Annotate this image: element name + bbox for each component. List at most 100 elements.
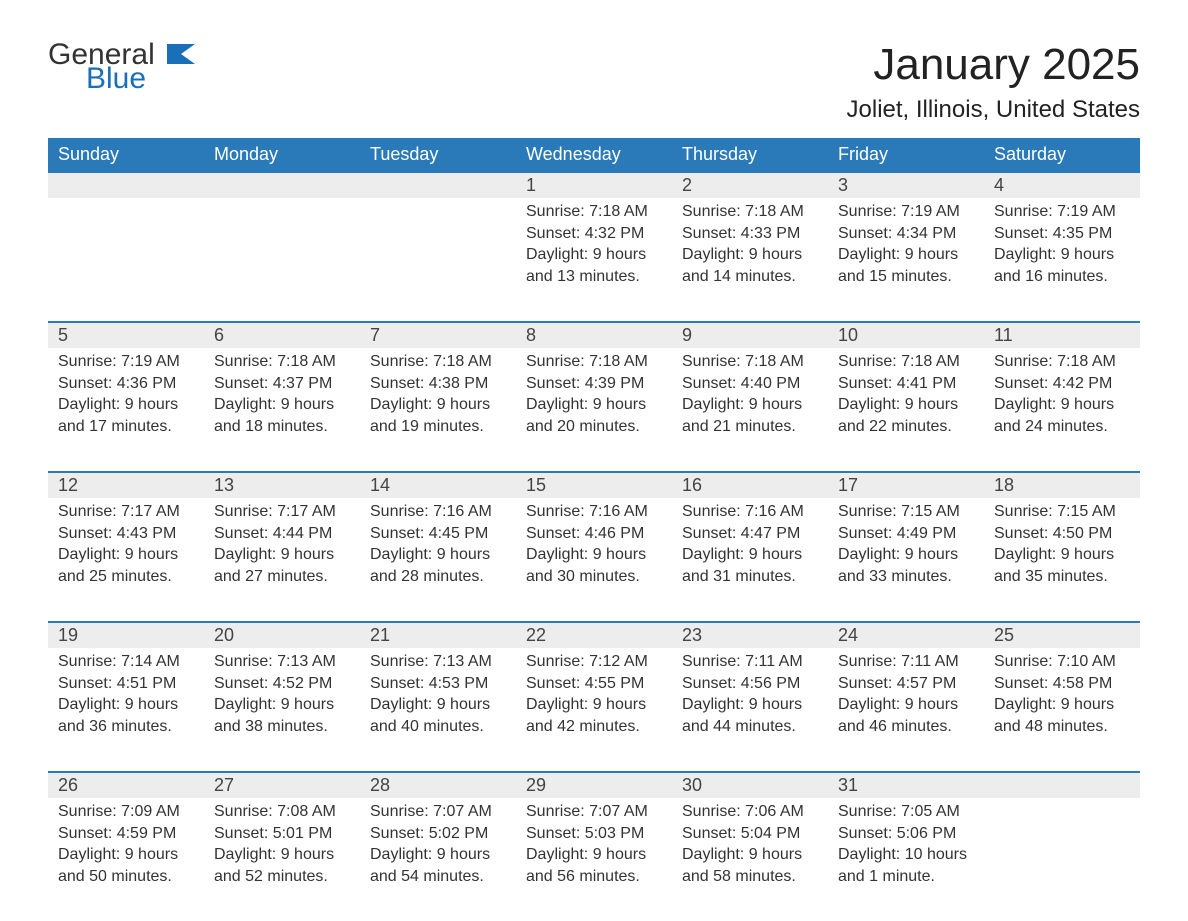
calendar-day-cell: 30Sunrise: 7:06 AMSunset: 5:04 PMDayligh… bbox=[672, 771, 828, 921]
day-number: 30 bbox=[672, 771, 828, 798]
calendar-day-cell: 3Sunrise: 7:19 AMSunset: 4:34 PMDaylight… bbox=[828, 171, 984, 321]
day-number: 22 bbox=[516, 621, 672, 648]
calendar-day-cell: 22Sunrise: 7:12 AMSunset: 4:55 PMDayligh… bbox=[516, 621, 672, 771]
sunrise-line: Sunrise: 7:14 AM bbox=[58, 651, 194, 673]
calendar-day-cell bbox=[360, 171, 516, 321]
sunrise-line: Sunrise: 7:16 AM bbox=[370, 501, 506, 523]
day-number: 9 bbox=[672, 321, 828, 348]
daylight-line: Daylight: 9 hours and 24 minutes. bbox=[994, 394, 1130, 437]
day-content: Sunrise: 7:16 AMSunset: 4:45 PMDaylight:… bbox=[360, 498, 516, 595]
weekday-header: Friday bbox=[828, 138, 984, 171]
day-number: 21 bbox=[360, 621, 516, 648]
daylight-line: Daylight: 9 hours and 19 minutes. bbox=[370, 394, 506, 437]
day-number: 25 bbox=[984, 621, 1140, 648]
day-content: Sunrise: 7:18 AMSunset: 4:33 PMDaylight:… bbox=[672, 198, 828, 295]
weekday-header: Wednesday bbox=[516, 138, 672, 171]
daylight-line: Daylight: 9 hours and 58 minutes. bbox=[682, 844, 818, 887]
sunset-line: Sunset: 4:42 PM bbox=[994, 373, 1130, 395]
calendar-day-cell: 11Sunrise: 7:18 AMSunset: 4:42 PMDayligh… bbox=[984, 321, 1140, 471]
sunrise-line: Sunrise: 7:16 AM bbox=[682, 501, 818, 523]
day-number: 12 bbox=[48, 471, 204, 498]
calendar-day-cell: 14Sunrise: 7:16 AMSunset: 4:45 PMDayligh… bbox=[360, 471, 516, 621]
daylight-line: Daylight: 9 hours and 13 minutes. bbox=[526, 244, 662, 287]
calendar-week-row: 5Sunrise: 7:19 AMSunset: 4:36 PMDaylight… bbox=[48, 321, 1140, 471]
daylight-line: Daylight: 9 hours and 35 minutes. bbox=[994, 544, 1130, 587]
sunrise-line: Sunrise: 7:08 AM bbox=[214, 801, 350, 823]
weekday-header: Monday bbox=[204, 138, 360, 171]
day-content: Sunrise: 7:09 AMSunset: 4:59 PMDaylight:… bbox=[48, 798, 204, 895]
daylight-line: Daylight: 9 hours and 18 minutes. bbox=[214, 394, 350, 437]
sunset-line: Sunset: 5:04 PM bbox=[682, 823, 818, 845]
day-content: Sunrise: 7:11 AMSunset: 4:57 PMDaylight:… bbox=[828, 648, 984, 745]
sunrise-line: Sunrise: 7:09 AM bbox=[58, 801, 194, 823]
calendar-day-cell: 17Sunrise: 7:15 AMSunset: 4:49 PMDayligh… bbox=[828, 471, 984, 621]
daylight-line: Daylight: 9 hours and 36 minutes. bbox=[58, 694, 194, 737]
day-number: 13 bbox=[204, 471, 360, 498]
day-content: Sunrise: 7:13 AMSunset: 4:53 PMDaylight:… bbox=[360, 648, 516, 745]
sunrise-line: Sunrise: 7:17 AM bbox=[58, 501, 194, 523]
sunrise-line: Sunrise: 7:18 AM bbox=[682, 201, 818, 223]
sunrise-line: Sunrise: 7:18 AM bbox=[838, 351, 974, 373]
calendar-day-cell: 16Sunrise: 7:16 AMSunset: 4:47 PMDayligh… bbox=[672, 471, 828, 621]
daylight-line: Daylight: 9 hours and 15 minutes. bbox=[838, 244, 974, 287]
day-content: Sunrise: 7:12 AMSunset: 4:55 PMDaylight:… bbox=[516, 648, 672, 745]
sunset-line: Sunset: 4:56 PM bbox=[682, 673, 818, 695]
daylight-line: Daylight: 9 hours and 38 minutes. bbox=[214, 694, 350, 737]
day-number: 5 bbox=[48, 321, 204, 348]
day-content: Sunrise: 7:15 AMSunset: 4:49 PMDaylight:… bbox=[828, 498, 984, 595]
calendar-week-row: 19Sunrise: 7:14 AMSunset: 4:51 PMDayligh… bbox=[48, 621, 1140, 771]
sunrise-line: Sunrise: 7:15 AM bbox=[838, 501, 974, 523]
day-content: Sunrise: 7:07 AMSunset: 5:02 PMDaylight:… bbox=[360, 798, 516, 895]
day-content: Sunrise: 7:16 AMSunset: 4:47 PMDaylight:… bbox=[672, 498, 828, 595]
daylight-line: Daylight: 9 hours and 27 minutes. bbox=[214, 544, 350, 587]
day-number: 29 bbox=[516, 771, 672, 798]
daylight-line: Daylight: 9 hours and 14 minutes. bbox=[682, 244, 818, 287]
calendar-day-cell: 21Sunrise: 7:13 AMSunset: 4:53 PMDayligh… bbox=[360, 621, 516, 771]
daylight-line: Daylight: 9 hours and 33 minutes. bbox=[838, 544, 974, 587]
daylight-line: Daylight: 9 hours and 50 minutes. bbox=[58, 844, 194, 887]
sunset-line: Sunset: 4:46 PM bbox=[526, 523, 662, 545]
calendar-day-cell: 15Sunrise: 7:16 AMSunset: 4:46 PMDayligh… bbox=[516, 471, 672, 621]
day-content: Sunrise: 7:15 AMSunset: 4:50 PMDaylight:… bbox=[984, 498, 1140, 595]
sunrise-line: Sunrise: 7:17 AM bbox=[214, 501, 350, 523]
daylight-line: Daylight: 9 hours and 16 minutes. bbox=[994, 244, 1130, 287]
daylight-line: Daylight: 9 hours and 46 minutes. bbox=[838, 694, 974, 737]
day-number: 31 bbox=[828, 771, 984, 798]
sunset-line: Sunset: 4:43 PM bbox=[58, 523, 194, 545]
sunrise-line: Sunrise: 7:18 AM bbox=[994, 351, 1130, 373]
day-number: 11 bbox=[984, 321, 1140, 348]
weekday-header: Sunday bbox=[48, 138, 204, 171]
sunset-line: Sunset: 4:58 PM bbox=[994, 673, 1130, 695]
sunrise-line: Sunrise: 7:11 AM bbox=[838, 651, 974, 673]
calendar-day-cell: 9Sunrise: 7:18 AMSunset: 4:40 PMDaylight… bbox=[672, 321, 828, 471]
calendar-day-cell: 5Sunrise: 7:19 AMSunset: 4:36 PMDaylight… bbox=[48, 321, 204, 471]
daylight-line: Daylight: 9 hours and 40 minutes. bbox=[370, 694, 506, 737]
day-content: Sunrise: 7:17 AMSunset: 4:44 PMDaylight:… bbox=[204, 498, 360, 595]
sunset-line: Sunset: 4:57 PM bbox=[838, 673, 974, 695]
sunset-line: Sunset: 5:02 PM bbox=[370, 823, 506, 845]
sunrise-line: Sunrise: 7:18 AM bbox=[526, 201, 662, 223]
sunrise-line: Sunrise: 7:13 AM bbox=[370, 651, 506, 673]
sunrise-line: Sunrise: 7:07 AM bbox=[526, 801, 662, 823]
sunset-line: Sunset: 4:36 PM bbox=[58, 373, 194, 395]
calendar-day-cell bbox=[204, 171, 360, 321]
calendar-day-cell: 23Sunrise: 7:11 AMSunset: 4:56 PMDayligh… bbox=[672, 621, 828, 771]
empty-day-header bbox=[360, 171, 516, 198]
daylight-line: Daylight: 9 hours and 22 minutes. bbox=[838, 394, 974, 437]
day-content: Sunrise: 7:18 AMSunset: 4:40 PMDaylight:… bbox=[672, 348, 828, 445]
sunrise-line: Sunrise: 7:11 AM bbox=[682, 651, 818, 673]
day-number: 2 bbox=[672, 171, 828, 198]
sunset-line: Sunset: 4:32 PM bbox=[526, 223, 662, 245]
day-number: 14 bbox=[360, 471, 516, 498]
day-content: Sunrise: 7:18 AMSunset: 4:42 PMDaylight:… bbox=[984, 348, 1140, 445]
day-content: Sunrise: 7:05 AMSunset: 5:06 PMDaylight:… bbox=[828, 798, 984, 895]
page-title: January 2025 bbox=[847, 40, 1140, 90]
weekday-header: Tuesday bbox=[360, 138, 516, 171]
calendar-day-cell: 31Sunrise: 7:05 AMSunset: 5:06 PMDayligh… bbox=[828, 771, 984, 921]
daylight-line: Daylight: 9 hours and 42 minutes. bbox=[526, 694, 662, 737]
day-number: 3 bbox=[828, 171, 984, 198]
day-number: 18 bbox=[984, 471, 1140, 498]
day-content: Sunrise: 7:17 AMSunset: 4:43 PMDaylight:… bbox=[48, 498, 204, 595]
day-number: 26 bbox=[48, 771, 204, 798]
sunset-line: Sunset: 4:35 PM bbox=[994, 223, 1130, 245]
